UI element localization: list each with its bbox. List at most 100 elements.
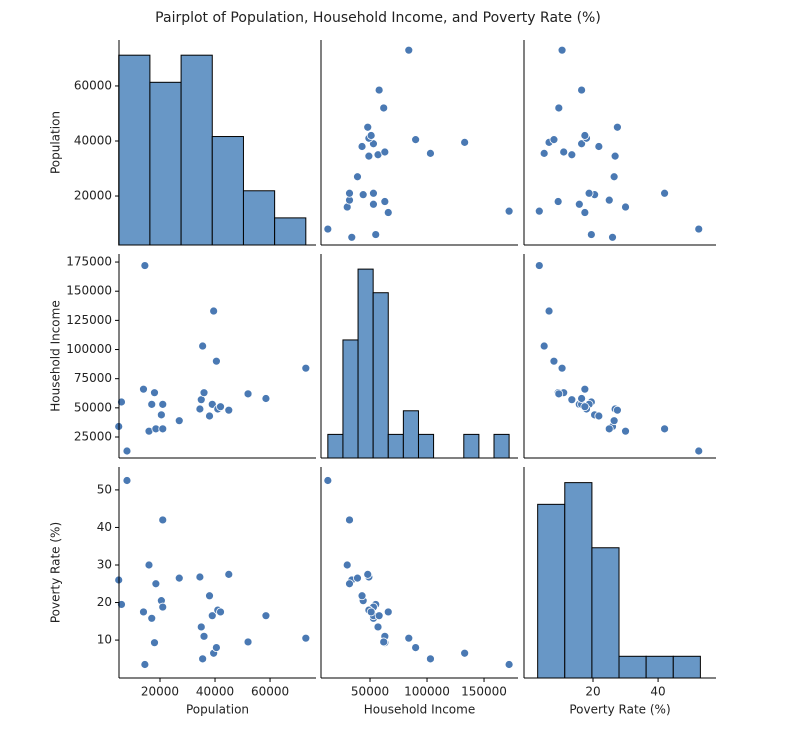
scatter-point — [371, 230, 381, 239]
scatter-point — [323, 224, 333, 234]
scatter-point — [549, 135, 559, 145]
scatter-point — [660, 424, 669, 434]
scatter-point — [374, 611, 384, 621]
scatter-point — [174, 573, 184, 583]
scatter-point — [460, 137, 470, 147]
y-tick-label: 50000 — [74, 400, 112, 414]
scatter-point — [557, 45, 567, 55]
scatter-point — [345, 188, 354, 198]
y-tick-label: 100000 — [66, 342, 112, 356]
scatter-point — [694, 224, 704, 234]
scatter-point — [554, 103, 564, 113]
scatter-point — [140, 261, 150, 270]
scatter-point — [369, 199, 378, 209]
y-tick-label: 25000 — [74, 430, 112, 444]
scatter-point — [404, 45, 414, 55]
histogram-bar — [672, 655, 701, 679]
scatter-point — [411, 135, 421, 145]
scatter-point — [243, 389, 253, 399]
scatter-point — [363, 122, 373, 132]
x-tick-label: 50000 — [351, 685, 389, 699]
scatter-point — [211, 356, 221, 366]
scatter-point — [574, 199, 584, 209]
scatter-point — [660, 188, 669, 198]
scatter-point — [580, 208, 590, 217]
scatter-point — [380, 147, 390, 157]
scatter-point — [577, 394, 586, 403]
scatter-point — [594, 142, 604, 151]
histogram-bar — [493, 433, 510, 459]
histogram-bar — [357, 268, 374, 459]
scatter-point — [147, 613, 157, 623]
scatter-point — [404, 633, 414, 643]
scatter-point — [207, 611, 217, 621]
scatter-point — [199, 388, 209, 398]
scatter-point — [363, 569, 373, 579]
x-axis-label: Population — [186, 703, 249, 717]
scatter-point — [205, 411, 214, 421]
scatter-point — [610, 151, 620, 161]
x-tick-label: 100000 — [404, 685, 450, 699]
scatter-point — [411, 643, 421, 652]
scatter-point — [366, 607, 376, 617]
x-tick-label: 40000 — [196, 685, 234, 699]
scatter-point — [357, 591, 367, 601]
scatter-point — [504, 206, 514, 216]
scatter-point — [224, 569, 234, 579]
y-tick-label: 60000 — [74, 78, 112, 92]
scatter-point — [460, 648, 470, 658]
scatter-point — [357, 142, 367, 151]
scatter-point — [366, 131, 376, 140]
scatter-point — [261, 394, 271, 403]
scatter-point — [358, 190, 368, 200]
y-tick-label: 75000 — [74, 371, 112, 385]
histogram-bar — [645, 655, 674, 679]
scatter-point — [577, 85, 586, 95]
scatter-point — [586, 230, 596, 239]
scatter-point — [140, 660, 150, 669]
scatter-point — [426, 148, 435, 158]
scatter-point — [554, 389, 564, 399]
scatter-point — [198, 654, 208, 664]
y-tick-label: 50 — [97, 482, 112, 496]
scatter-point — [122, 476, 132, 485]
scatter-point — [553, 197, 563, 206]
scatter-point — [199, 631, 209, 641]
histogram-bar — [591, 547, 620, 679]
x-tick-label: 150000 — [461, 685, 507, 699]
histogram-bar — [180, 54, 213, 246]
scatter-point — [539, 341, 549, 351]
scatter-point — [604, 424, 614, 434]
scatter-point — [694, 446, 704, 456]
scatter-point — [243, 637, 253, 647]
x-tick-label: 40 — [650, 685, 665, 699]
histogram-bar — [537, 503, 566, 679]
scatter-point — [150, 388, 159, 398]
scatter-point — [380, 197, 390, 206]
scatter-point — [608, 232, 617, 242]
histogram-bar — [387, 433, 404, 459]
y-tick-label: 30 — [97, 557, 112, 571]
scatter-point — [139, 607, 148, 617]
scatter-point — [151, 579, 161, 589]
histogram-bar — [463, 433, 480, 459]
scatter-point — [577, 139, 586, 149]
x-tick-label: 20 — [585, 685, 600, 699]
y-tick-label: 40000 — [74, 133, 112, 147]
histogram-bar — [242, 190, 276, 246]
scatter-point — [383, 208, 393, 217]
scatter-point — [205, 591, 214, 601]
scatter-point — [301, 363, 311, 373]
scatter-point — [342, 560, 352, 570]
scatter-point — [539, 148, 549, 158]
scatter-point — [122, 446, 132, 456]
scatter-point — [174, 416, 184, 426]
histogram-bar — [372, 292, 389, 459]
scatter-point — [364, 151, 374, 161]
scatter-point — [567, 150, 577, 160]
scatter-point — [211, 643, 221, 652]
scatter-point — [621, 202, 630, 212]
scatter-point — [156, 410, 166, 420]
